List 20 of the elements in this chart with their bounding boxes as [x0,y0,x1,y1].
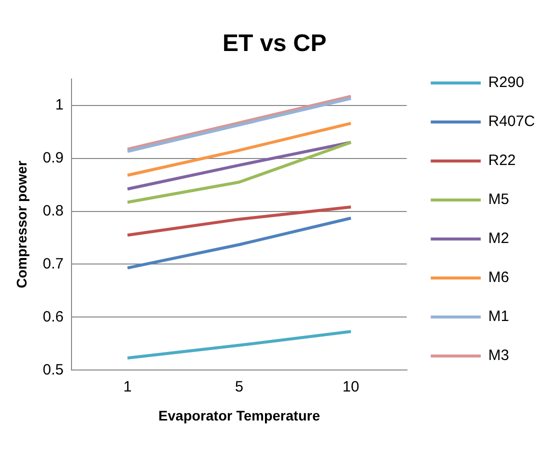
legend-label: M1 [488,308,510,326]
y-tick-label: 0.5 [42,361,64,378]
legend-label: R290 [488,74,524,92]
legend-label: R407C [488,113,536,130]
x-tick-label: 10 [342,378,360,396]
x-tick-label: 1 [123,378,132,396]
legend-label: M3 [488,347,510,364]
y-tick-label: 0.7 [42,255,64,272]
y-tick-label: 1 [55,96,64,114]
chart-title: ET vs CP [222,30,327,58]
legend-label: M6 [488,269,510,286]
y-tick-label: 0.8 [42,202,64,220]
x-tick-label: 5 [235,378,244,396]
x-axis-title: Evaporator Temperature [158,407,320,424]
y-tick-label: 0.9 [42,149,64,166]
legend-label: R22 [488,152,516,170]
y-tick-label: 0.6 [42,308,64,326]
legend-label: M2 [488,230,510,248]
y-axis-title: Compressor power [13,160,30,288]
legend-label: M5 [488,191,510,208]
